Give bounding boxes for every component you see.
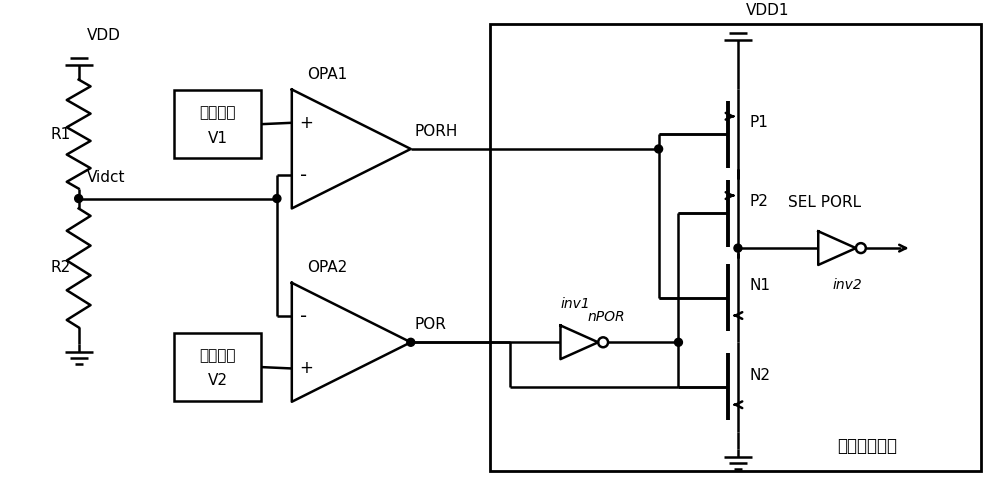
Text: PORH: PORH bbox=[415, 124, 458, 139]
Circle shape bbox=[75, 194, 83, 202]
Bar bbox=[490, 24, 981, 471]
Text: nPOR: nPOR bbox=[587, 310, 625, 325]
Text: 参考电压: 参考电压 bbox=[199, 105, 236, 120]
Text: OPA2: OPA2 bbox=[307, 260, 347, 275]
Text: inv2: inv2 bbox=[832, 278, 862, 292]
Circle shape bbox=[273, 194, 281, 202]
Text: OPA1: OPA1 bbox=[307, 67, 347, 82]
Text: -: - bbox=[300, 165, 307, 185]
Bar bbox=[174, 90, 261, 158]
Circle shape bbox=[734, 244, 742, 252]
Bar bbox=[174, 333, 261, 401]
Text: VDD1: VDD1 bbox=[746, 3, 789, 18]
Text: +: + bbox=[300, 114, 314, 132]
Text: 参考电压: 参考电压 bbox=[199, 348, 236, 363]
Text: P2: P2 bbox=[750, 194, 769, 209]
Text: -: - bbox=[300, 306, 307, 326]
Text: Vidct: Vidct bbox=[87, 170, 125, 185]
Text: VDD: VDD bbox=[87, 28, 120, 43]
Text: V2: V2 bbox=[207, 374, 227, 388]
Text: V1: V1 bbox=[207, 131, 227, 145]
Text: N2: N2 bbox=[750, 367, 771, 382]
Text: P1: P1 bbox=[750, 115, 769, 130]
Text: inv1: inv1 bbox=[560, 297, 590, 311]
Text: POR: POR bbox=[415, 317, 447, 332]
Text: 逻辑判断电路: 逻辑判断电路 bbox=[837, 437, 897, 455]
Circle shape bbox=[655, 145, 663, 153]
Text: R1: R1 bbox=[50, 127, 71, 141]
Text: +: + bbox=[300, 359, 314, 378]
Circle shape bbox=[674, 338, 682, 346]
Text: R2: R2 bbox=[50, 260, 71, 275]
Circle shape bbox=[407, 338, 415, 346]
Text: SEL PORL: SEL PORL bbox=[788, 195, 861, 211]
Text: N1: N1 bbox=[750, 278, 771, 293]
